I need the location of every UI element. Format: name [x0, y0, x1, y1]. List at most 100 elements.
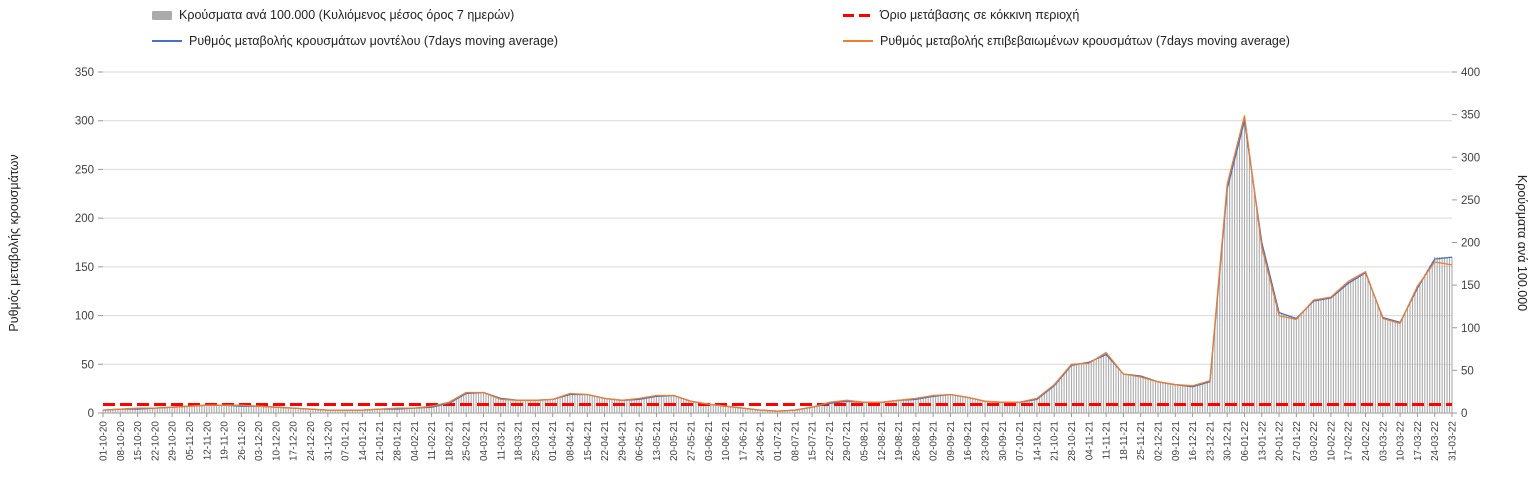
legend-item-confirmed: Ρυθμός μεταβολής επιβεβαιωμένων κρουσμάτ…: [843, 34, 1290, 48]
model-line-swatch-icon: [152, 40, 182, 42]
svg-text:18-03-21: 18-03-21: [514, 421, 525, 461]
svg-text:200: 200: [75, 213, 94, 225]
legend-item-model: Ρυθμός μεταβολής κρουσμάτων μοντέλου (7d…: [152, 34, 558, 48]
svg-text:14-01-21: 14-01-21: [358, 421, 369, 461]
svg-text:06-01-22: 06-01-22: [1240, 421, 1251, 461]
svg-text:05-11-20: 05-11-20: [185, 421, 196, 461]
svg-text:350: 350: [75, 67, 94, 79]
svg-text:25-11-21: 25-11-21: [1136, 421, 1147, 461]
svg-text:17-06-21: 17-06-21: [738, 421, 749, 461]
svg-text:22-07-21: 22-07-21: [825, 421, 836, 461]
svg-text:100: 100: [75, 311, 94, 323]
svg-text:18-11-21: 18-11-21: [1119, 421, 1130, 461]
svg-text:17-12-20: 17-12-20: [289, 421, 300, 461]
svg-text:06-05-21: 06-05-21: [635, 421, 646, 461]
svg-text:250: 250: [75, 164, 94, 176]
svg-text:01-10-20: 01-10-20: [99, 421, 110, 461]
svg-text:16-09-21: 16-09-21: [963, 421, 974, 461]
bar-series-swatch-icon: [152, 10, 172, 20]
svg-text:24-02-22: 24-02-22: [1361, 421, 1372, 461]
svg-text:19-11-20: 19-11-20: [220, 421, 231, 461]
svg-text:12-11-20: 12-11-20: [202, 421, 213, 461]
svg-text:07-10-21: 07-10-21: [1015, 421, 1026, 461]
svg-text:02-09-21: 02-09-21: [929, 421, 940, 461]
svg-text:19-08-21: 19-08-21: [894, 421, 905, 461]
legend-row-1: Κρούσματα ανά 100.000 (Κυλιόμενος μέσος …: [0, 8, 1538, 34]
svg-text:15-10-20: 15-10-20: [133, 421, 144, 461]
svg-text:11-02-21: 11-02-21: [427, 421, 438, 461]
svg-text:300: 300: [75, 116, 94, 128]
svg-text:05-08-21: 05-08-21: [859, 421, 870, 461]
svg-text:04-11-21: 04-11-21: [1084, 421, 1095, 461]
svg-text:09-09-21: 09-09-21: [946, 421, 957, 461]
svg-text:10-02-22: 10-02-22: [1326, 421, 1337, 461]
svg-text:29-10-20: 29-10-20: [168, 421, 179, 461]
svg-text:28-01-21: 28-01-21: [393, 421, 404, 461]
svg-text:26-11-20: 26-11-20: [237, 421, 248, 461]
legend-row-2: Ρυθμός μεταβολής κρουσμάτων μοντέλου (7d…: [0, 34, 1538, 60]
confirmed-line-series: [102, 115, 1453, 412]
svg-text:02-12-21: 02-12-21: [1153, 421, 1164, 461]
svg-text:24-06-21: 24-06-21: [756, 421, 767, 461]
svg-text:25-03-21: 25-03-21: [531, 421, 542, 461]
svg-text:03-12-20: 03-12-20: [254, 421, 265, 461]
svg-text:30-12-21: 30-12-21: [1223, 421, 1234, 461]
legend-label-threshold: Όριο μετάβασης σε κόκκινη περιοχή: [880, 8, 1080, 22]
svg-text:23-09-21: 23-09-21: [981, 421, 992, 461]
svg-text:01-04-21: 01-04-21: [548, 421, 559, 461]
svg-text:14-10-21: 14-10-21: [1032, 421, 1043, 461]
svg-text:23-12-21: 23-12-21: [1205, 421, 1216, 461]
svg-text:13-01-22: 13-01-22: [1257, 421, 1268, 461]
svg-text:01-07-21: 01-07-21: [773, 421, 784, 461]
confirmed-line-swatch-icon: [843, 40, 873, 42]
svg-text:25-02-21: 25-02-21: [462, 421, 473, 461]
svg-text:17-03-22: 17-03-22: [1413, 421, 1424, 461]
legend-item-threshold: Όριο μετάβασης σε κόκκινη περιοχή: [843, 8, 1079, 22]
svg-text:31-12-20: 31-12-20: [323, 421, 334, 461]
svg-text:50: 50: [1461, 365, 1474, 377]
svg-text:10-06-21: 10-06-21: [721, 421, 732, 461]
svg-text:03-03-22: 03-03-22: [1378, 421, 1389, 461]
svg-text:08-10-20: 08-10-20: [116, 421, 127, 461]
svg-text:22-04-21: 22-04-21: [600, 421, 611, 461]
svg-text:04-03-21: 04-03-21: [479, 421, 490, 461]
svg-text:13-05-21: 13-05-21: [652, 421, 663, 461]
svg-text:20-01-22: 20-01-22: [1275, 421, 1286, 461]
svg-text:400: 400: [1461, 67, 1480, 79]
svg-text:28-10-21: 28-10-21: [1067, 421, 1078, 461]
svg-text:300: 300: [1461, 152, 1480, 164]
svg-text:20-05-21: 20-05-21: [669, 421, 680, 461]
svg-text:200: 200: [1461, 238, 1480, 250]
svg-text:09-12-21: 09-12-21: [1171, 421, 1182, 461]
svg-text:08-07-21: 08-07-21: [790, 421, 801, 461]
svg-text:27-05-21: 27-05-21: [687, 421, 698, 461]
legend-label-model: Ρυθμός μεταβολής κρουσμάτων μοντέλου (7d…: [189, 34, 559, 48]
svg-text:26-08-21: 26-08-21: [911, 421, 922, 461]
legend-label-confirmed: Ρυθμός μεταβολής επιβεβαιωμένων κρουσμάτ…: [880, 34, 1290, 48]
svg-text:29-04-21: 29-04-21: [617, 421, 628, 461]
svg-text:31-03-22: 31-03-22: [1448, 421, 1459, 461]
svg-text:30-09-21: 30-09-21: [998, 421, 1009, 461]
svg-text:21-10-21: 21-10-21: [1050, 421, 1061, 461]
svg-text:24-12-20: 24-12-20: [306, 421, 317, 461]
svg-text:12-08-21: 12-08-21: [877, 421, 888, 461]
svg-text:18-02-21: 18-02-21: [444, 421, 455, 461]
svg-text:03-06-21: 03-06-21: [704, 421, 715, 461]
chart-legend: Κρούσματα ανά 100.000 (Κυλιόμενος μέσος …: [0, 8, 1538, 60]
svg-text:24-03-22: 24-03-22: [1430, 421, 1441, 461]
svg-text:21-01-21: 21-01-21: [375, 421, 386, 461]
svg-text:100: 100: [1461, 323, 1480, 335]
svg-text:0: 0: [88, 408, 94, 420]
svg-text:10-03-22: 10-03-22: [1396, 421, 1407, 461]
svg-text:250: 250: [1461, 195, 1480, 207]
svg-text:150: 150: [75, 262, 94, 274]
svg-text:22-10-20: 22-10-20: [150, 421, 161, 461]
svg-text:15-04-21: 15-04-21: [583, 421, 594, 461]
svg-text:15-07-21: 15-07-21: [808, 421, 819, 461]
svg-text:150: 150: [1461, 280, 1480, 292]
svg-text:04-02-21: 04-02-21: [410, 421, 421, 461]
svg-text:0: 0: [1461, 408, 1467, 420]
svg-text:17-02-22: 17-02-22: [1344, 421, 1355, 461]
svg-text:07-01-21: 07-01-21: [341, 421, 352, 461]
